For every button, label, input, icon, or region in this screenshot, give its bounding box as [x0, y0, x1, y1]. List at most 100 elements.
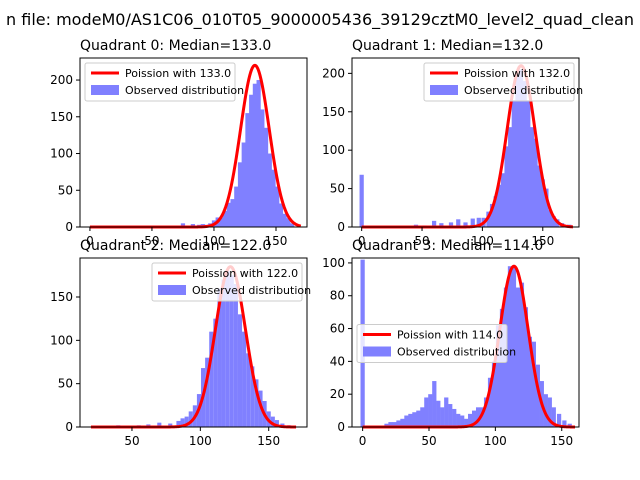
q2-bar-12	[205, 357, 210, 427]
q3-bar-9	[416, 410, 421, 427]
q0-bar-16	[249, 94, 254, 227]
q2-title: Quadrant 2: Median=122.0	[80, 238, 271, 254]
q0-xtick-label-2: 100	[203, 234, 226, 248]
q1-ytick-label-2: 100	[322, 143, 345, 157]
q1-bar-27	[544, 188, 549, 227]
q0-bar-17	[252, 83, 258, 227]
q3-legend-hist-label: Observed distribution	[397, 346, 516, 359]
q3-bar-19	[456, 413, 461, 427]
q1-legend-fit-label: Poission with 132.0	[464, 67, 570, 80]
q0-ytick-label-0: 0	[65, 220, 73, 234]
q2-bar-28	[270, 416, 275, 427]
q2-bar-23	[250, 366, 255, 427]
q3-bar-33	[511, 267, 517, 427]
q1-bar-5	[448, 222, 454, 227]
q1-legend-hist-swatch	[430, 85, 458, 95]
q3-ytick-label-1: 20	[330, 387, 345, 401]
q1-bar-25	[537, 165, 542, 227]
q2-xtick-label-0: 50	[124, 434, 139, 448]
q1-title: Quadrant 1: Median=132.0	[352, 38, 543, 54]
q1-legend: Poission with 132.0 Observed distribution	[423, 62, 583, 102]
q2-ytick-label-0: 0	[65, 420, 73, 434]
q3-bar-17	[448, 404, 453, 427]
q3-title: Quadrant 3: Median=114.0	[352, 238, 543, 254]
q3-bar-6	[404, 415, 409, 427]
q2-bar-16	[221, 279, 226, 427]
q1-bar-24	[533, 138, 538, 227]
q3-xtick-label-2: 100	[484, 434, 507, 448]
q0-title: Quadrant 0: Median=133.0	[80, 38, 271, 54]
q1-bar-13	[493, 196, 498, 227]
q1-axes-frame	[351, 57, 580, 228]
q2-bar-14	[213, 318, 218, 427]
q2-axes-frame	[79, 257, 308, 428]
q0-bar-19	[260, 109, 265, 227]
q1-ytick-label-3: 150	[322, 105, 345, 119]
q3-bar-24	[475, 407, 481, 427]
q2-legend-hist-label: Observed distribution	[192, 284, 311, 297]
q0-bar-24	[278, 203, 284, 227]
q2-bar-17	[225, 271, 230, 427]
q3-ytick-label-3: 60	[330, 322, 345, 336]
q3-bar-44	[556, 413, 562, 427]
q3-bar-39	[535, 364, 540, 427]
q0-bar-11	[230, 199, 235, 227]
q3-bar-13	[432, 381, 437, 427]
q3-bar-30	[499, 308, 505, 427]
q1-legend-box	[423, 62, 575, 102]
q3-bar-34	[515, 287, 521, 427]
q3-bar-29	[495, 325, 501, 427]
q2-legend-fit-label: Poission with 122.0	[192, 267, 298, 280]
q1-xtick-label-0: 0	[358, 234, 366, 248]
q0-ytick-label-4: 200	[50, 73, 73, 87]
q1-xtick-label-1: 50	[414, 234, 429, 248]
q1-bar-15	[500, 173, 506, 227]
q2-bar-4	[168, 423, 173, 427]
q1-bar-4	[439, 223, 444, 227]
q2-ytick-label-1: 50	[58, 377, 73, 391]
q0-legend-box	[84, 62, 236, 102]
q3-bar-1	[384, 423, 389, 427]
q3-bar-22	[468, 413, 473, 427]
q3-bar-10	[420, 407, 425, 427]
q3-bar-46	[567, 423, 572, 427]
q1-bar-18	[511, 100, 516, 227]
q3-bar-35	[519, 282, 525, 427]
q3-bar-15	[440, 407, 445, 427]
q3-bar-27	[487, 377, 493, 427]
q0-xtick-label-3: 150	[265, 234, 288, 248]
q2-bar-5	[176, 420, 181, 427]
q0-bar-10	[226, 202, 231, 227]
q1-bar-21	[522, 81, 527, 227]
q3-bar-32	[507, 266, 513, 427]
q0-bar-27	[290, 223, 295, 227]
q3-bar-42	[547, 397, 552, 427]
q0-bar-14	[241, 142, 246, 227]
q0-bar-21	[267, 153, 272, 227]
q1-bar-29	[551, 216, 556, 227]
q1-xtick-label-3: 150	[531, 234, 554, 248]
q2-bar-20	[237, 314, 243, 427]
q3-legend-box	[356, 324, 508, 363]
q1-bar-14	[497, 184, 502, 227]
q3-bar-18	[452, 408, 457, 427]
q0-bar-12	[234, 186, 239, 227]
q3-legend-hist-swatch	[363, 346, 391, 357]
q1-bar-16	[504, 146, 509, 227]
q2-legend-hist-swatch	[158, 285, 186, 295]
q0-ytick-label-2: 100	[50, 147, 73, 161]
figure-title: n file: modeM0/AS1C06_010T05_9000005436_…	[6, 10, 634, 30]
q0-bar-26	[286, 218, 291, 227]
q3-bar-3	[392, 422, 397, 427]
q1-bar-6	[456, 219, 461, 227]
q0-bar-13	[237, 162, 243, 227]
q1-bar-19	[515, 73, 520, 227]
q1-bar-26	[540, 179, 545, 227]
q1-bar-9	[476, 217, 481, 227]
q0-xtick-label-0: 0	[86, 234, 94, 248]
q3-bar-43	[551, 407, 556, 427]
quadrant-3-panel: 0 50 100 150 0 20 40 60 80 100 Quadrant 3: Median=…	[322, 238, 580, 448]
q2-xtick-label-1: 100	[189, 434, 212, 448]
q3-axes-frame	[351, 257, 580, 428]
